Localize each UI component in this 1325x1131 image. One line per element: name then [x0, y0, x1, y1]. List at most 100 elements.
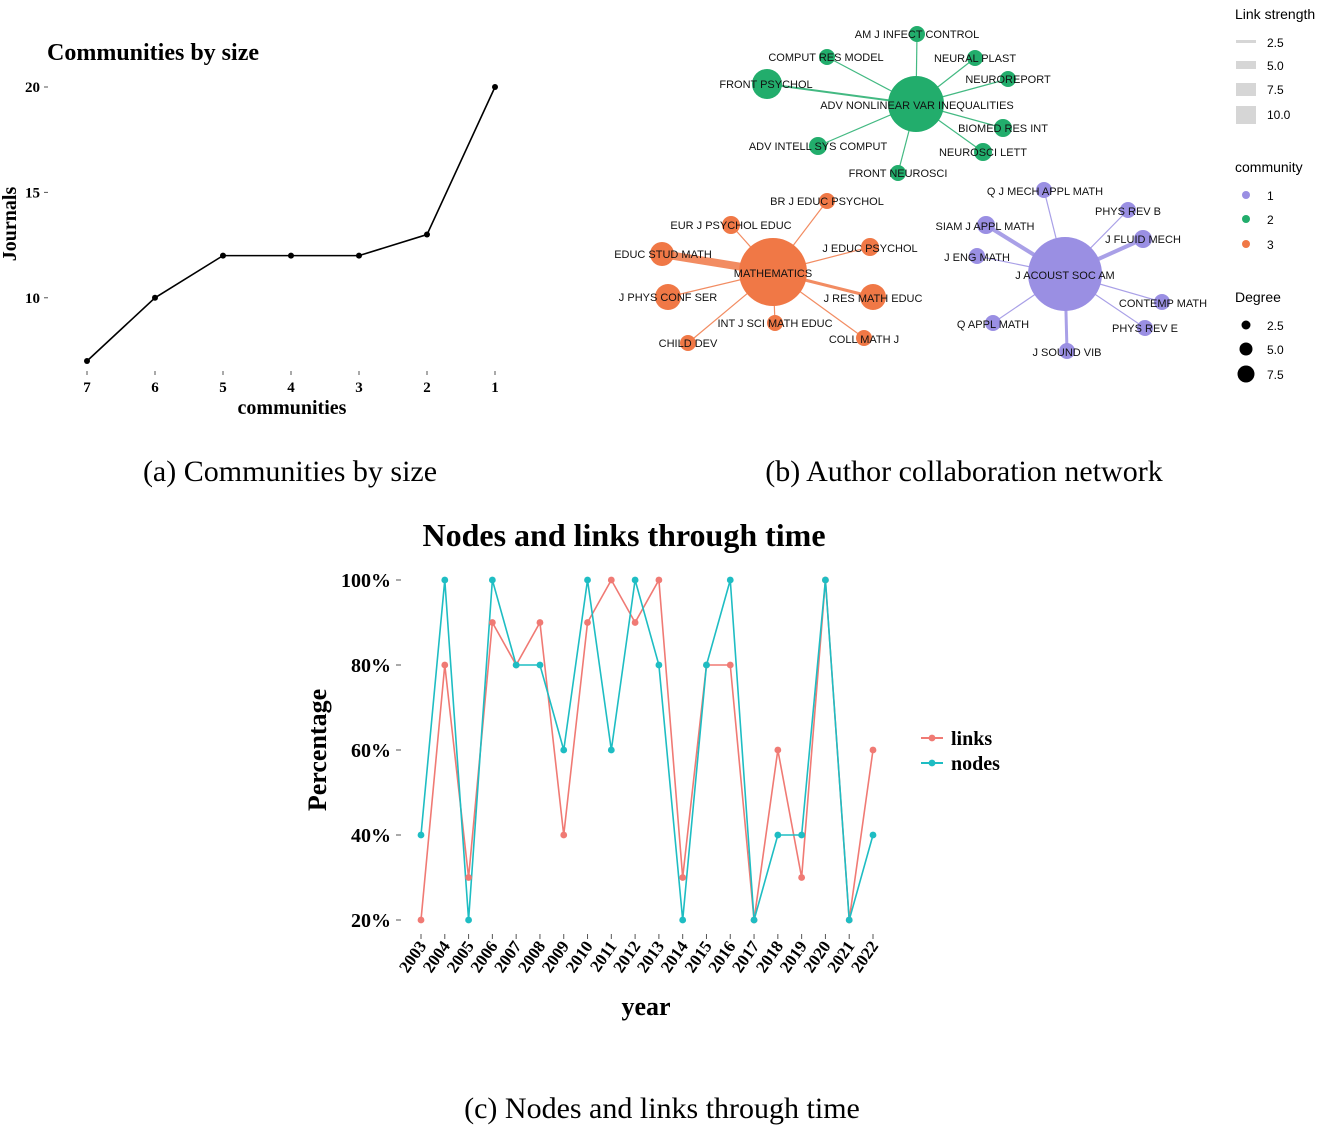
panel-c-point-nodes — [607, 746, 615, 754]
network-node — [856, 330, 872, 346]
legend-marker-links — [928, 734, 936, 742]
legend-link-2-5-swatch — [1236, 40, 1256, 43]
network-node — [650, 242, 674, 266]
legend-link-5-0: 5.0 — [1267, 59, 1284, 73]
network-nodes — [650, 26, 1170, 359]
panel-c-point-links — [798, 874, 806, 881]
panel-a-x-tick-label: 4 — [287, 380, 295, 396]
network-node-label: J ENG MATH — [944, 252, 1010, 264]
panel-c-series — [417, 576, 877, 924]
network-node-label: COMPUT RES MODEL — [768, 52, 883, 64]
network-node — [977, 216, 995, 234]
panel-a-point — [288, 252, 294, 259]
network-node-label: SIAM J APPL MATH — [935, 221, 1034, 233]
legend-degree-7-5-swatch — [1237, 365, 1255, 383]
panel-c-point-nodes — [822, 576, 829, 584]
panel-a-x-axis: 7 6 5 4 3 2 1 — [83, 371, 499, 396]
network-node — [739, 238, 807, 306]
panel-a-x-tick-label: 3 — [355, 380, 363, 396]
network-node — [722, 216, 740, 234]
network-node-label: INT J SCI MATH EDUC — [717, 318, 832, 330]
panel-a-x-tick-label: 2 — [423, 380, 431, 396]
network-node-label: J ACOUST SOC AM — [1015, 270, 1114, 282]
legend-community-1: 1 — [1267, 189, 1274, 203]
network-node-label: ADV INTELL SYS COMPUT — [749, 141, 888, 153]
panel-c-point-links — [417, 916, 425, 924]
panel-c-point-nodes — [512, 661, 520, 669]
network-node — [767, 315, 783, 331]
panel-c-point-links — [679, 874, 687, 881]
network-node — [967, 50, 983, 66]
panel-a-points — [84, 84, 498, 364]
legend-community-2: 2 — [1267, 213, 1274, 227]
network-node-label: EDUC STUD MATH — [614, 249, 712, 261]
panel-a-y-axis: 10 15 20 — [25, 80, 48, 307]
network-node — [752, 69, 782, 99]
legend-community-title: community — [1235, 159, 1303, 175]
legend-community-3-swatch — [1242, 240, 1250, 248]
network-node-label: CHILD DEV — [659, 338, 718, 350]
panel-a-point — [152, 294, 158, 301]
legend-degree-2-5: 2.5 — [1267, 319, 1284, 333]
network-node — [1036, 182, 1052, 198]
network-node-label: NEUROREPORT — [965, 74, 1051, 86]
panel-c-point-links — [465, 874, 472, 881]
network-node-label: NEUROSCI LETT — [939, 147, 1027, 159]
panel-c-point-links — [655, 576, 663, 584]
network-node-label: COLL MATH J — [829, 334, 899, 346]
panel-c-point-links — [607, 576, 615, 584]
legend-degree-5-0-swatch — [1239, 342, 1253, 356]
network-node — [1120, 202, 1136, 218]
panel-c-series-line-links — [420, 577, 874, 921]
panel-c-x-label: year — [621, 992, 670, 1021]
panel-c-y-tick-label: 40% — [351, 825, 391, 847]
network-node-label: AM J INFECT CONTROL — [855, 29, 979, 41]
panel-c-legend: links nodes — [921, 728, 1000, 775]
network-node — [860, 284, 886, 310]
panel-c-x-axis: 2003200420052006200720082009201020112012… — [395, 934, 882, 976]
network-node-label: J SOUND VIB — [1032, 347, 1101, 359]
panel-c-y-tick-label: 60% — [351, 740, 391, 762]
panel-c-point-nodes — [750, 916, 758, 924]
network-node-label: EUR J PSYCHOL EDUC — [670, 220, 791, 232]
panel-c-point-links — [631, 619, 639, 626]
network-node-label: PHYS REV B — [1095, 206, 1161, 218]
network-node-label: ADV NONLINEAR VAR INEQUALITIES — [820, 100, 1014, 112]
legend-community-2-swatch — [1242, 215, 1250, 223]
panel-c-point-nodes — [560, 746, 568, 754]
network-node — [969, 248, 985, 264]
panel-a-point — [492, 84, 498, 90]
network-node — [1000, 71, 1016, 87]
panel-c-point-links — [869, 746, 877, 754]
caption-b: (b) Author collaboration network — [765, 455, 1162, 488]
panel-a-y-tick-label: 15 — [25, 185, 40, 201]
network-node — [655, 284, 681, 310]
panel-c-point-nodes — [703, 661, 710, 669]
panel-c-point-nodes — [631, 576, 639, 584]
panel-c-nodes-links-chart: Nodes and links through time 20% 40% 60% 80… — [303, 517, 1000, 1021]
network-node — [974, 143, 992, 161]
panel-c-point-nodes — [536, 661, 544, 669]
network-node — [819, 49, 835, 65]
network-node — [1134, 230, 1152, 248]
panel-c-point-nodes — [726, 576, 734, 584]
network-node-label: J FLUID MECH — [1105, 234, 1181, 246]
network-node-label: BIOMED RES INT — [958, 123, 1048, 135]
panel-c-point-nodes — [679, 916, 687, 924]
network-node — [809, 137, 827, 155]
network-node-label: Q APPL MATH — [957, 319, 1029, 331]
legend-link-10-0: 10.0 — [1267, 108, 1291, 122]
panel-a-title: Communities by size — [47, 40, 259, 66]
network-node — [1059, 343, 1075, 359]
panel-a-point — [424, 231, 430, 238]
panel-c-y-axis: 20% 40% 60% 80% 100% — [341, 570, 401, 932]
panel-c-point-nodes — [798, 831, 806, 839]
legend-label-links: links — [951, 728, 992, 750]
panel-c-point-nodes — [774, 831, 782, 839]
panel-c-y-label: Percentage — [303, 689, 332, 811]
panel-c-series-line-nodes — [420, 579, 874, 921]
legend-degree-7-5: 7.5 — [1267, 368, 1284, 382]
panel-a-y-tick-label: 10 — [25, 291, 40, 307]
legend-link-2-5: 2.5 — [1267, 36, 1284, 50]
legend-degree-2-5-swatch — [1241, 320, 1251, 330]
